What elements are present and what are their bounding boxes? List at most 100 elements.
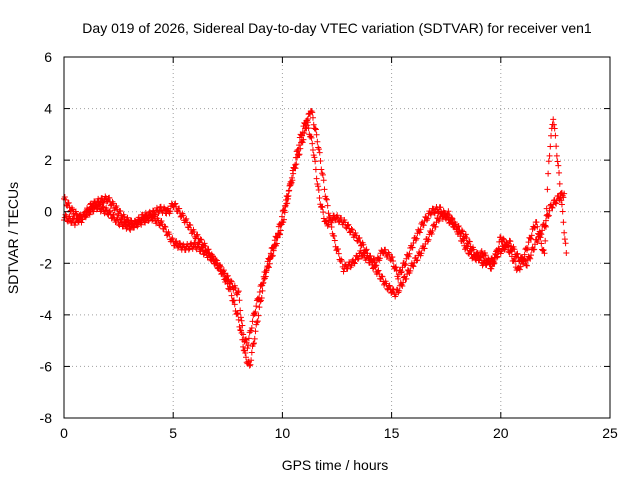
data-point [293, 161, 300, 168]
data-point [315, 187, 322, 194]
data-point [324, 202, 331, 209]
data-point [452, 221, 459, 228]
data-point [553, 200, 560, 207]
data-point [558, 197, 565, 204]
data-point [527, 252, 534, 259]
data-point [209, 253, 216, 260]
data-point [323, 196, 330, 203]
plot-border [63, 56, 611, 419]
data-point [543, 205, 550, 212]
data-point [497, 250, 504, 257]
data-point [547, 143, 554, 150]
data-point [173, 238, 180, 245]
data-point [282, 197, 289, 204]
data-point [462, 231, 469, 238]
data-point [61, 193, 68, 200]
data-point [169, 235, 176, 242]
data-point [99, 203, 106, 210]
data-point [312, 158, 319, 165]
y-tick-label: 0 [44, 204, 52, 220]
data-point [96, 201, 103, 208]
x-tick-label: 5 [169, 425, 177, 441]
data-point [542, 222, 549, 229]
data-point [476, 255, 483, 262]
data-point [328, 224, 335, 231]
data-point [228, 292, 235, 299]
data-point [485, 256, 492, 263]
data-point [141, 219, 148, 226]
data-point [270, 245, 277, 252]
data-point [386, 282, 393, 289]
data-point [237, 314, 244, 321]
data-point [177, 240, 184, 247]
data-point [194, 231, 201, 238]
data-point [420, 222, 427, 229]
data-point [161, 223, 168, 230]
data-point [251, 335, 258, 342]
data-point [315, 183, 322, 190]
data-point [273, 240, 280, 247]
data-markers [61, 108, 570, 369]
data-point [277, 227, 284, 234]
data-point [351, 260, 358, 267]
data-point [376, 255, 383, 262]
data-point [252, 309, 259, 316]
data-point [398, 268, 405, 275]
data-point [75, 219, 82, 226]
data-point [413, 235, 420, 242]
data-point [388, 289, 395, 296]
data-point [549, 204, 556, 211]
data-point [260, 273, 267, 280]
chart-title: Day 019 of 2026, Sidereal Day-to-day VTE… [82, 20, 592, 36]
data-point [360, 241, 367, 248]
data-point [338, 215, 345, 222]
data-point [300, 136, 307, 143]
data-point [192, 240, 199, 247]
data-point [200, 251, 207, 258]
data-point [412, 237, 419, 244]
data-point [121, 219, 128, 226]
data-point [352, 230, 359, 237]
data-point [539, 227, 546, 234]
data-point [334, 212, 341, 219]
data-point [563, 249, 570, 256]
data-point [517, 263, 524, 270]
data-point [266, 256, 273, 263]
data-point [267, 255, 274, 262]
data-point [180, 212, 187, 219]
data-point [492, 254, 499, 261]
data-point [459, 235, 466, 242]
data-point [545, 212, 552, 219]
data-point [312, 126, 319, 133]
data-point [538, 240, 545, 247]
data-point [138, 221, 145, 228]
data-point [234, 310, 241, 317]
data-point [524, 245, 531, 252]
data-point [237, 327, 244, 334]
data-point [320, 215, 327, 222]
data-point [267, 250, 274, 257]
data-point [349, 226, 356, 233]
data-point [256, 294, 263, 301]
data-point [327, 216, 334, 223]
data-point [423, 217, 430, 224]
data-point [514, 250, 521, 257]
data-point [236, 323, 243, 330]
data-point [508, 248, 515, 255]
data-point [467, 247, 474, 254]
data-point [534, 223, 541, 230]
data-point [551, 125, 558, 132]
data-point [545, 158, 552, 165]
data-point [557, 191, 564, 198]
data-point [213, 257, 220, 264]
data-point [90, 208, 97, 215]
data-point [303, 125, 310, 132]
data-point [234, 311, 241, 318]
plot-frame [63, 56, 611, 419]
data-point [297, 145, 304, 152]
data-point [259, 280, 266, 287]
data-point [354, 256, 361, 263]
data-point [431, 210, 438, 217]
data-point [158, 217, 165, 224]
